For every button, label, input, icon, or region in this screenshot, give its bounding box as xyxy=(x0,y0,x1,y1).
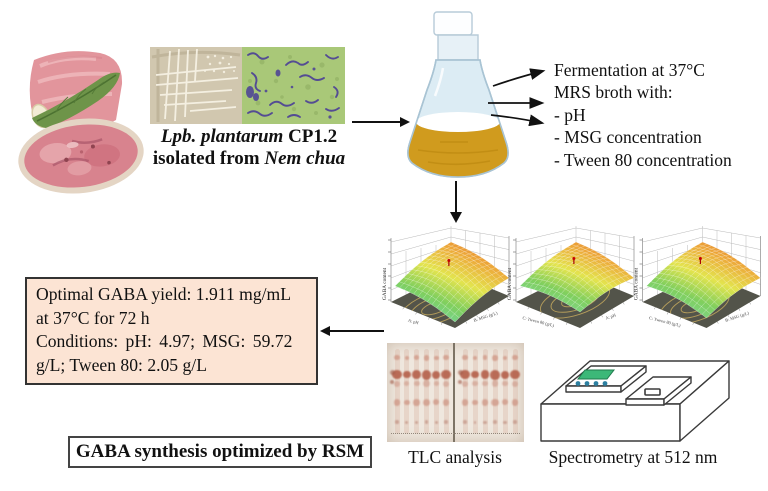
plot-xlabel-left: C: Tween 80 (g/L) xyxy=(522,315,555,328)
spectrophotometer-drawing xyxy=(540,360,730,442)
arrow-to-results-head xyxy=(320,325,330,336)
strain-caption: Lpb. plantarum CP1.2 isolated from Nem c… xyxy=(143,126,355,170)
arrow-to-flask xyxy=(352,121,402,123)
plot-zlabel: GABA content xyxy=(382,267,388,300)
arrow-flask-to-plots-head xyxy=(450,212,462,223)
fermentation-title: Fermentation at 37°C xyxy=(554,60,705,80)
optimal-results-box: Optimal GABA yield: 1.911 mg/mL at 37°C … xyxy=(25,277,318,385)
fermentation-conditions: Fermentation at 37°C MRS broth with: - p… xyxy=(554,59,766,171)
tlc-plate-photo xyxy=(387,343,524,442)
results-line3: Conditions: pH: 4.97; MSG: 59.72 xyxy=(36,331,293,351)
results-line4: g/L; Tween 80: 2.05 g/L xyxy=(36,354,207,375)
microscopy-photo xyxy=(242,47,345,124)
rsm-plot-tween-msg: GABA content C: Tween 80 (g/L) B: MSG (g/L… xyxy=(627,224,768,342)
factor-tween: - Tween 80 concentration xyxy=(554,149,732,170)
spectro-slot xyxy=(644,388,661,396)
tlc-label: TLC analysis xyxy=(408,447,502,467)
plot-xlabel-left: C: Tween 80 (g/L) xyxy=(649,315,682,328)
spectro-buttons xyxy=(575,381,608,386)
petri-dish-photo xyxy=(150,47,242,124)
erlenmeyer-flask xyxy=(407,11,509,178)
factor-ph: - pH xyxy=(554,104,586,125)
strain-caption-line1: Lpb. plantarum CP1.2 xyxy=(160,126,338,147)
results-line2: at 37°C for 72 h xyxy=(36,307,150,328)
conclusion-box: GABA synthesis optimized by RSM xyxy=(68,436,372,468)
plot-xlabel-right: A: pH xyxy=(605,312,618,320)
fermentation-subtitle: MRS broth with: xyxy=(554,82,673,103)
rsm-plot-tween-ph: GABA content C: Tween 80 (g/L) A: pH xyxy=(502,224,640,342)
plot-zlabel: GABA content xyxy=(634,267,640,300)
spectro-screen xyxy=(576,369,616,380)
factor-msg: - MSG concentration xyxy=(554,127,702,148)
arrow-to-flask-head xyxy=(400,116,410,127)
rsm-plot-ph-msg: GABA content A: pH B: MSG (g/L) xyxy=(377,224,515,342)
strain-caption-line2: isolated from Nem chua xyxy=(152,148,346,169)
plot-xlabel-left: A: pH xyxy=(407,318,420,326)
results-line1: Optimal GABA yield: 1.911 mg/mL xyxy=(36,284,291,304)
arrow-to-results xyxy=(328,330,384,332)
flask-factor-arrows xyxy=(488,68,546,127)
plot-zlabel: GABA content xyxy=(507,267,513,300)
spectrometry-label: Spectrometry at 512 nm xyxy=(548,447,718,467)
nem-chua-photo xyxy=(18,51,144,194)
arrow-flask-to-plots xyxy=(455,181,457,214)
